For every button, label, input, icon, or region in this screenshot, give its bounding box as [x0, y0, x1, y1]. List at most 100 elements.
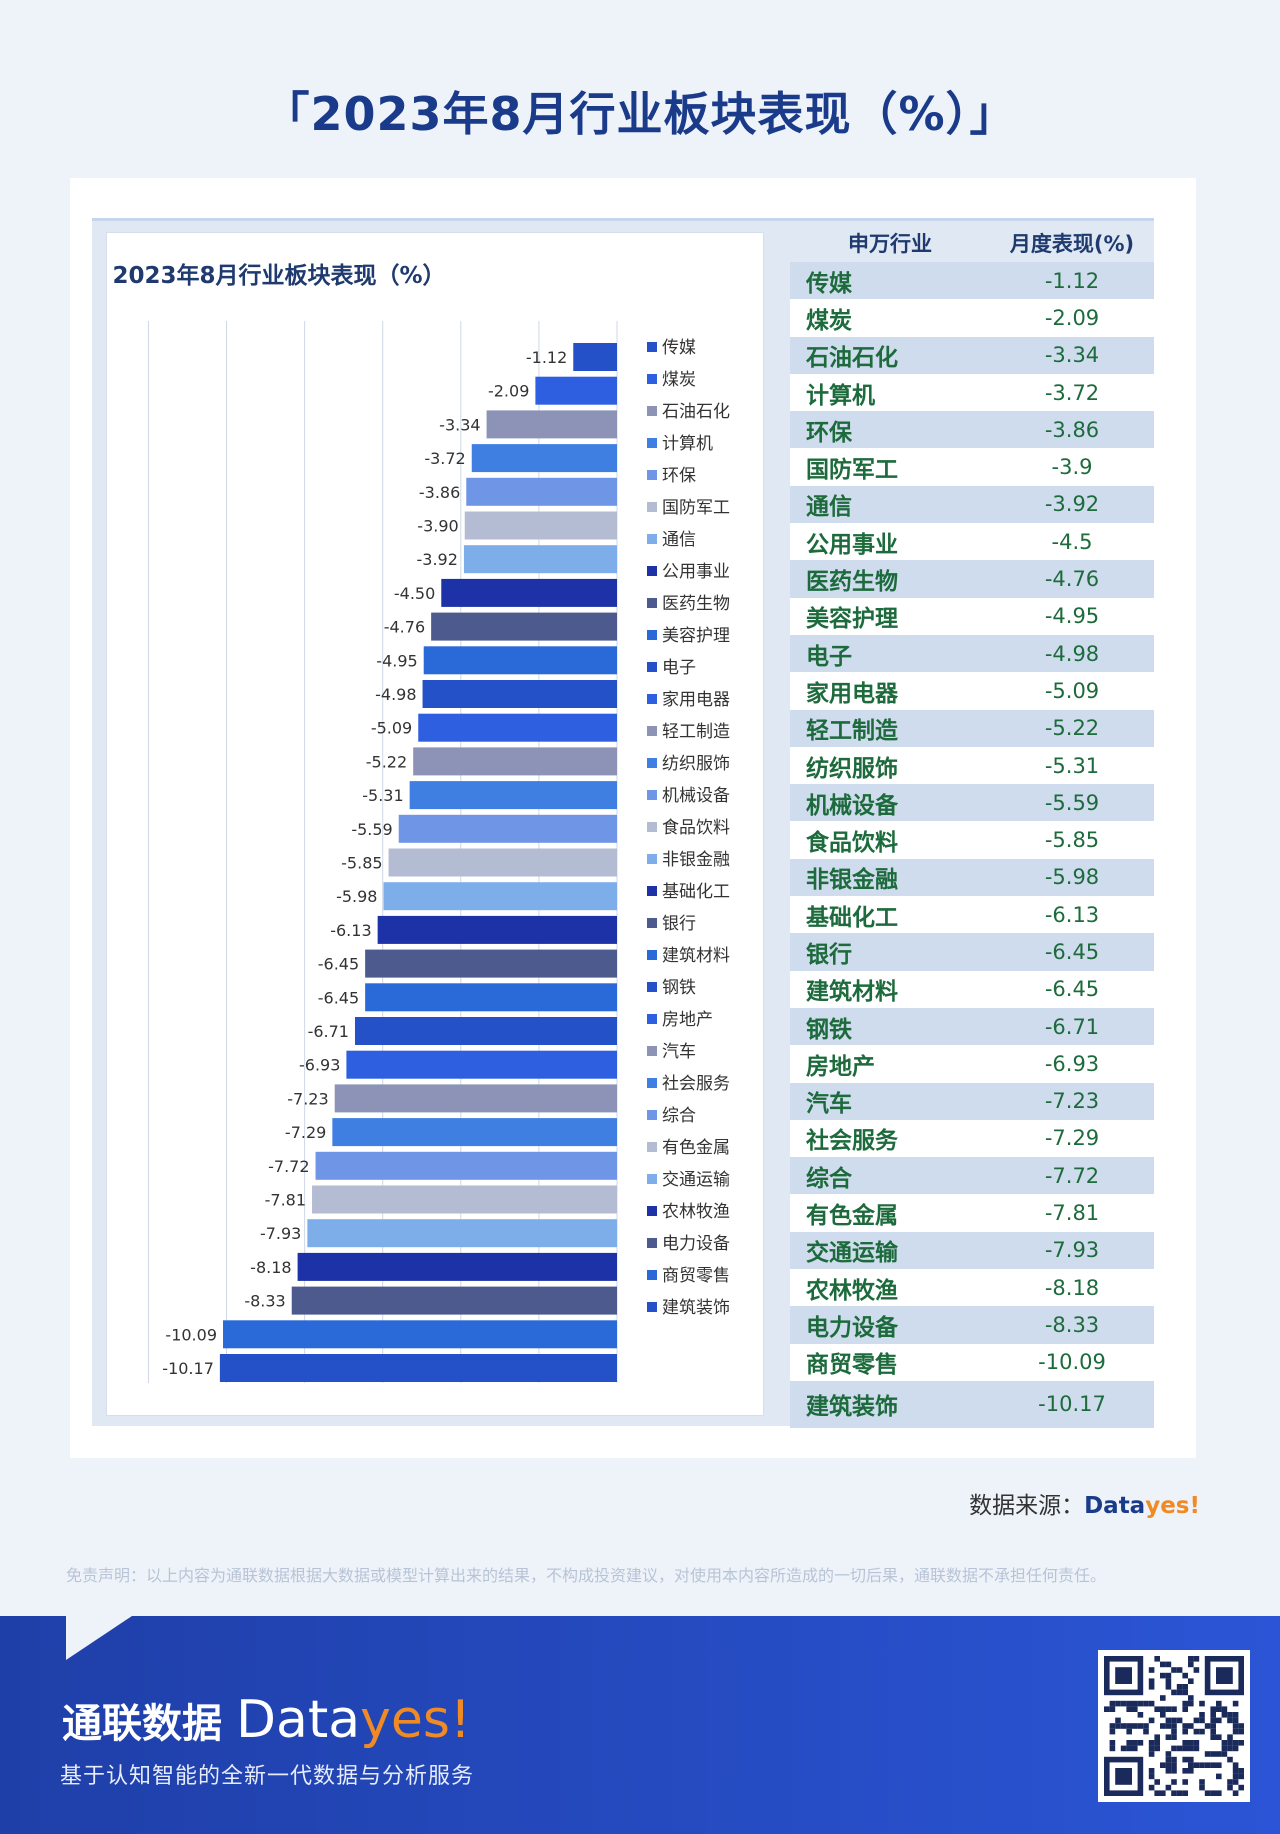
legend-swatch — [647, 1174, 657, 1184]
bar-value-label: -8.18 — [250, 1258, 291, 1277]
bar-value-label: -5.59 — [351, 820, 392, 839]
legend-item-机械设备: 机械设备 — [662, 786, 730, 806]
table-row: 石油石化 -3.34 — [790, 336, 1154, 374]
bar-传媒 — [573, 343, 617, 371]
legend-item-基础化工: 基础化工 — [662, 882, 730, 902]
legend-item-电力设备: 电力设备 — [662, 1234, 730, 1254]
table-row: 国防军工 -3.9 — [790, 448, 1154, 486]
bar-基础化工 — [377, 915, 617, 944]
legend-swatch — [647, 1142, 657, 1152]
legend-item-家用电器: 家用电器 — [662, 690, 730, 710]
legend-swatch — [647, 854, 657, 864]
legend-item-通信: 通信 — [662, 530, 696, 550]
chart-title: 2023年8月行业板块表现（%） — [112, 262, 445, 289]
table-row: 汽车 -7.23 — [790, 1082, 1154, 1120]
performance-cell: -8.33 — [1044, 1312, 1100, 1337]
table-row: 农林牧渔 -8.18 — [790, 1269, 1154, 1307]
bar-食品饮料 — [388, 848, 617, 877]
legend-item-煤炭: 煤炭 — [662, 370, 696, 390]
page-title: 「2023年8月行业板块表现（%）」 — [263, 87, 1017, 141]
bar-value-label: -4.95 — [376, 651, 417, 670]
performance-cell: -6.71 — [1044, 1014, 1100, 1039]
legend-swatch — [647, 694, 657, 704]
legend-swatch — [647, 630, 657, 640]
legend-swatch — [647, 342, 657, 352]
table-row: 房地产 -6.93 — [790, 1045, 1154, 1083]
table-row: 银行 -6.45 — [790, 933, 1154, 971]
performance-cell: -3.86 — [1044, 417, 1100, 442]
legend-swatch — [647, 406, 657, 416]
legend-swatch — [647, 438, 657, 448]
industry-cell: 医药生物 — [806, 569, 898, 596]
performance-cell: -4.76 — [1044, 567, 1100, 592]
bar-家用电器 — [418, 713, 617, 742]
bar-value-label: -7.81 — [265, 1191, 306, 1210]
bar-通信 — [463, 545, 617, 574]
bar-建筑装饰 — [219, 1354, 617, 1382]
legend-item-美容护理: 美容护理 — [662, 626, 730, 646]
table-row: 美容护理 -4.95 — [790, 597, 1154, 635]
table-row: 非银金融 -5.98 — [790, 858, 1154, 897]
table-row: 纺织服饰 -5.31 — [790, 746, 1154, 785]
performance-cell: -5.22 — [1044, 716, 1100, 741]
table-row: 交通运输 -7.93 — [790, 1231, 1154, 1270]
legend-item-食品饮料: 食品饮料 — [662, 818, 730, 838]
industry-cell: 机械设备 — [806, 792, 898, 819]
legend-item-房地产: 房地产 — [662, 1010, 713, 1030]
legend-item-汽车: 汽车 — [662, 1042, 696, 1062]
performance-cell: -5.98 — [1044, 865, 1100, 890]
legend-swatch — [647, 470, 657, 480]
table-row: 公用事业 -4.5 — [790, 523, 1154, 561]
industry-cell: 非银金融 — [806, 867, 898, 894]
bar-电力设备 — [291, 1286, 617, 1315]
legend-item-商贸零售: 商贸零售 — [662, 1266, 730, 1286]
legend-item-建筑材料: 建筑材料 — [662, 946, 730, 966]
footer-brand: 通联数据 Datayes! — [62, 1690, 471, 1750]
legend-item-银行: 银行 — [662, 914, 696, 934]
bar-非银金融 — [383, 882, 617, 911]
legend-swatch — [647, 1270, 657, 1280]
legend-swatch — [647, 1206, 657, 1216]
legend-item-钢铁: 钢铁 — [662, 978, 696, 998]
table-row: 综合 -7.72 — [790, 1157, 1154, 1195]
legend-swatch — [647, 374, 657, 384]
legend-swatch — [647, 950, 657, 960]
legend-item-社会服务: 社会服务 — [662, 1074, 730, 1094]
performance-cell: -5.31 — [1044, 753, 1100, 778]
header-monthly-performance: 月度表现(%) — [1009, 232, 1135, 256]
bar-value-label: -2.09 — [488, 382, 529, 401]
legend-swatch — [647, 534, 657, 544]
header-industry: 申万行业 — [848, 232, 932, 256]
industry-cell: 环保 — [806, 419, 852, 446]
legend-swatch — [647, 790, 657, 800]
bar-房地产 — [346, 1050, 617, 1079]
industry-cell: 食品饮料 — [806, 830, 898, 857]
industry-cell: 钢铁 — [806, 1016, 852, 1043]
legend-swatch — [647, 598, 657, 608]
industry-cell: 美容护理 — [806, 606, 898, 633]
table-row: 商贸零售 -10.09 — [790, 1343, 1154, 1381]
footer-brand-logo: Datayes! — [236, 1690, 471, 1750]
legend-swatch — [647, 1078, 657, 1088]
performance-cell: -6.13 — [1044, 902, 1100, 927]
performance-cell: -6.45 — [1044, 939, 1100, 964]
table-row: 建筑装饰 -10.17 — [790, 1380, 1154, 1428]
source-brand-accent: yes! — [1145, 1493, 1200, 1519]
bar-农林牧渔 — [297, 1252, 617, 1281]
legend-item-石油石化: 石油石化 — [662, 402, 730, 422]
bar-value-label: -8.33 — [244, 1292, 285, 1311]
industry-cell: 汽车 — [806, 1091, 852, 1118]
footer-notch — [66, 1616, 132, 1660]
performance-cell: -4.5 — [1051, 529, 1093, 554]
bar-钢铁 — [354, 1017, 617, 1045]
bar-value-label: -7.72 — [268, 1157, 309, 1176]
industry-cell: 传媒 — [806, 270, 852, 297]
industry-cell: 纺织服饰 — [806, 755, 898, 782]
legend-item-轻工制造: 轻工制造 — [662, 722, 730, 742]
data-source: 数据来源：Datayes! — [969, 1486, 1200, 1520]
bar-value-label: -4.98 — [375, 685, 416, 704]
legend-swatch — [647, 1302, 657, 1312]
performance-cell: -5.85 — [1044, 828, 1100, 853]
qr-code — [1098, 1650, 1250, 1802]
legend-swatch — [647, 886, 657, 896]
